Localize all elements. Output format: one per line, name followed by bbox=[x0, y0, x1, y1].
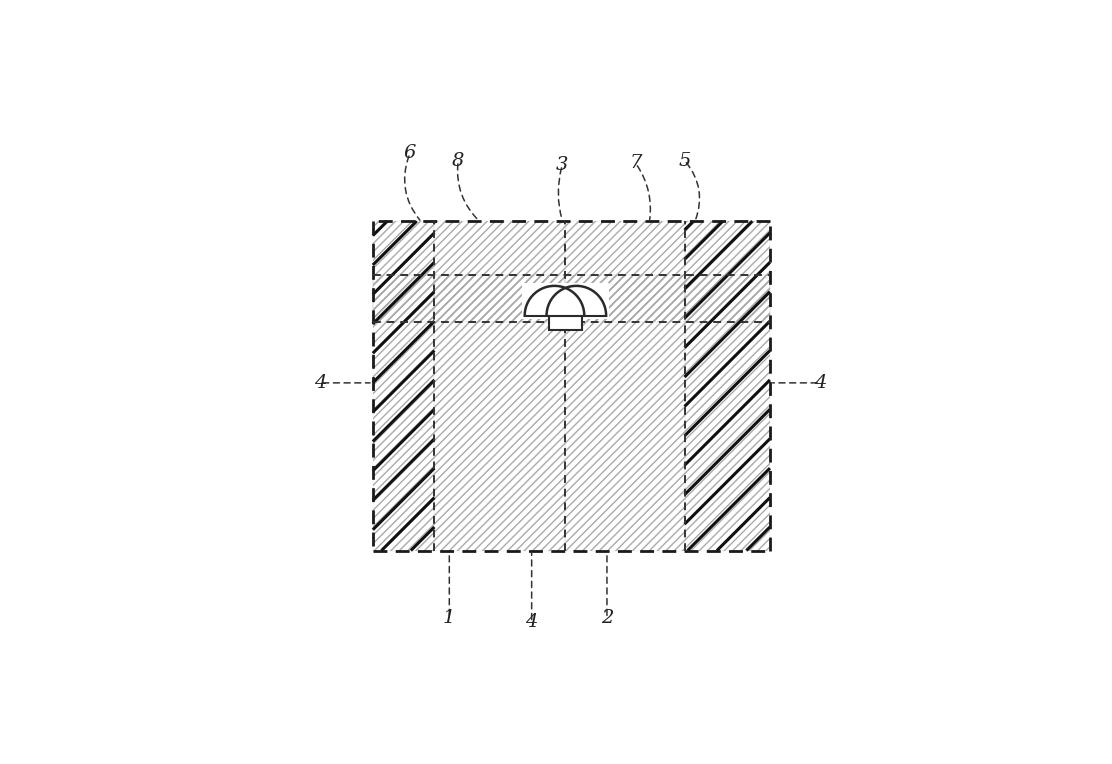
Bar bbox=[565, 276, 685, 551]
Text: 3: 3 bbox=[556, 156, 568, 174]
Bar bbox=[685, 221, 770, 322]
Text: 7: 7 bbox=[629, 154, 642, 173]
Bar bbox=[685, 276, 770, 551]
Text: 4: 4 bbox=[814, 374, 826, 392]
Bar bbox=[435, 276, 565, 322]
Bar bbox=[565, 276, 685, 322]
Bar bbox=[565, 221, 685, 322]
Text: 1: 1 bbox=[443, 609, 456, 627]
Bar bbox=[522, 283, 609, 319]
Bar bbox=[435, 276, 565, 322]
Bar bbox=[435, 221, 565, 322]
Text: 2: 2 bbox=[600, 609, 613, 627]
Text: 4: 4 bbox=[526, 613, 538, 631]
Text: 6: 6 bbox=[404, 144, 416, 163]
Bar bbox=[435, 221, 565, 322]
Bar bbox=[549, 316, 582, 331]
Bar bbox=[685, 221, 770, 322]
Bar bbox=[685, 276, 770, 322]
Bar bbox=[435, 276, 565, 551]
Bar bbox=[373, 221, 435, 322]
Bar bbox=[685, 276, 770, 322]
Bar bbox=[565, 276, 685, 551]
Bar bbox=[435, 276, 565, 551]
Bar bbox=[373, 276, 435, 551]
Bar bbox=[373, 221, 435, 322]
Bar bbox=[373, 276, 435, 322]
Bar bbox=[565, 276, 685, 322]
Bar bbox=[373, 276, 435, 322]
Bar bbox=[373, 276, 435, 551]
Text: 8: 8 bbox=[451, 152, 465, 170]
Bar bbox=[565, 221, 685, 322]
Text: 5: 5 bbox=[678, 151, 691, 170]
Bar bbox=[685, 276, 770, 551]
Text: 4: 4 bbox=[314, 374, 326, 392]
